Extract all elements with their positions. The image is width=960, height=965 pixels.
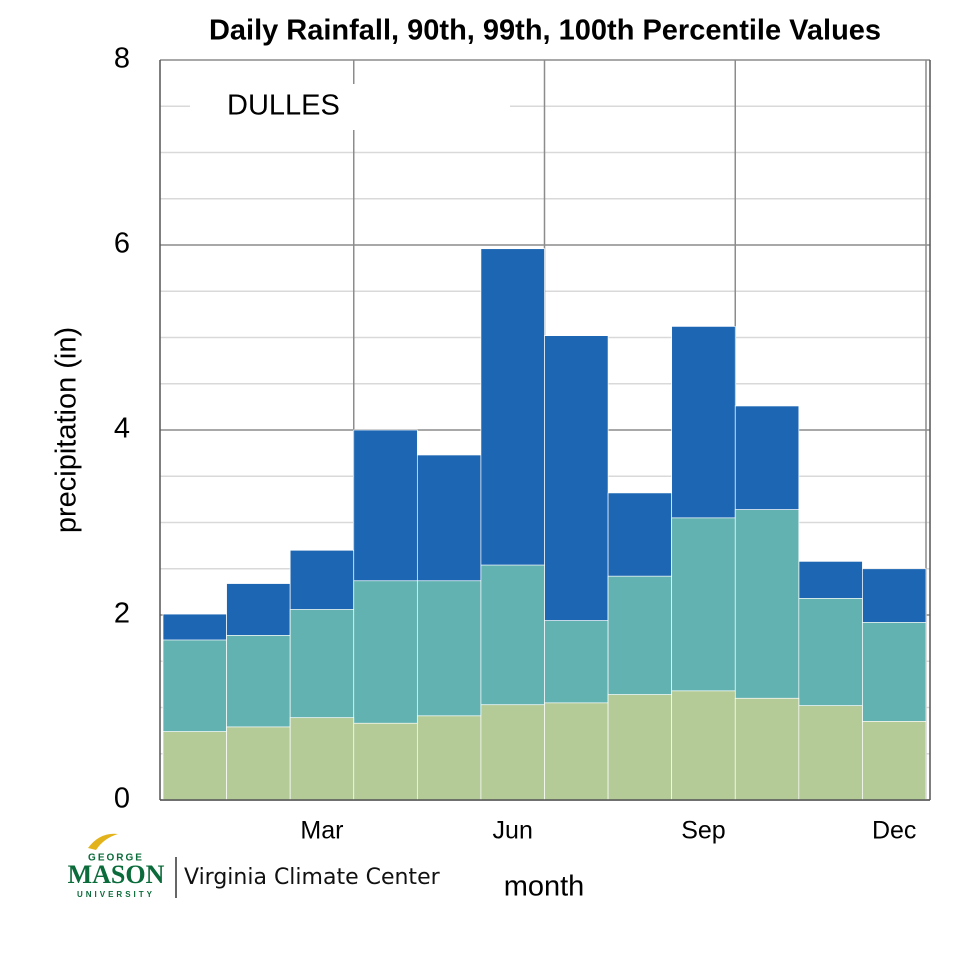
bar	[544, 702, 609, 801]
bar	[289, 717, 355, 801]
bar	[734, 697, 800, 801]
annotation: DULLES	[227, 90, 340, 122]
bar	[671, 690, 736, 801]
y-tick-label: 2	[114, 598, 130, 630]
logo-main: MASON	[68, 860, 165, 889]
y-tick-label: 8	[114, 43, 130, 75]
y-tick-label: 0	[114, 783, 130, 815]
bar	[862, 721, 927, 801]
x-tick-label: Sep	[681, 817, 725, 845]
bar	[798, 705, 863, 801]
x-tick-label: Mar	[300, 817, 343, 845]
bar	[226, 726, 291, 801]
logo-bottom: UNIVERSITY	[77, 890, 155, 899]
chart-title: Daily Rainfall, 90th, 99th, 100th Percen…	[209, 15, 881, 47]
bar	[416, 715, 482, 801]
bar	[480, 704, 545, 801]
x-tick-label: Dec	[872, 817, 916, 845]
bar	[162, 731, 227, 801]
y-axis-label: precipitation (in)	[51, 327, 83, 533]
y-tick-label: 4	[114, 413, 130, 445]
x-axis-label: month	[504, 871, 585, 903]
x-tick-label: Jun	[493, 817, 533, 845]
logo: GEORGE MASON UNIVERSITY Virginia Climate…	[68, 833, 441, 899]
annotation-bg	[190, 84, 510, 130]
logo-top: GEORGE	[88, 853, 144, 864]
logo-leaf	[88, 833, 118, 850]
y-tick-label: 6	[114, 228, 130, 260]
bar	[353, 722, 418, 801]
logo-text: Virginia Climate Center	[184, 865, 441, 890]
bar	[607, 694, 673, 801]
